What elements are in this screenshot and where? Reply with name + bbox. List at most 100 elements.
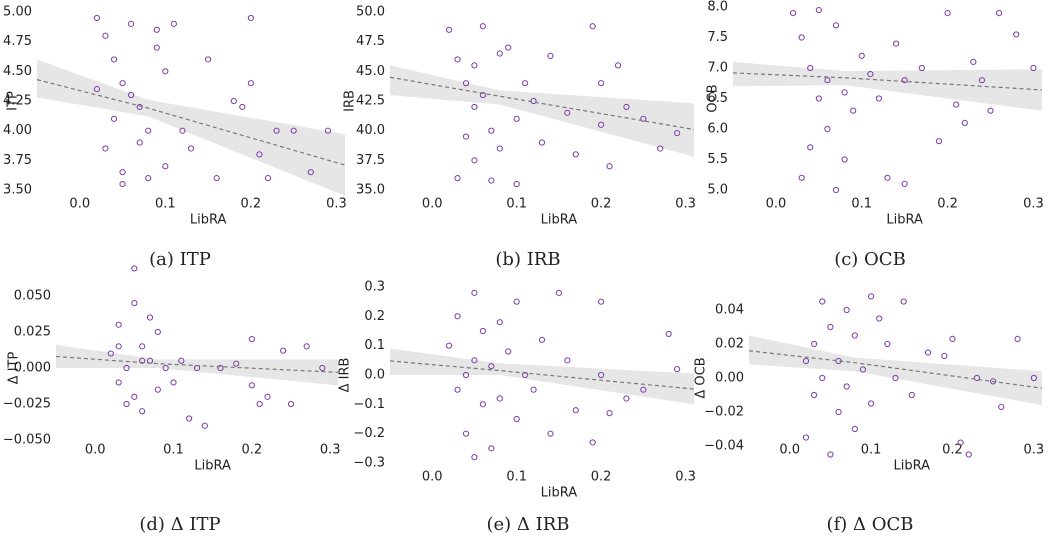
point [119, 180, 126, 188]
point [841, 89, 848, 96]
point [248, 382, 255, 389]
x-tick-label: 0.1 [506, 197, 527, 212]
point [479, 23, 486, 30]
point [136, 139, 143, 146]
point [479, 401, 486, 408]
point [798, 174, 805, 181]
point [850, 107, 857, 114]
point [598, 80, 605, 87]
point [843, 306, 850, 314]
point [867, 400, 875, 407]
x-axis-label: LibRA [194, 459, 231, 474]
point [674, 129, 681, 137]
point [145, 175, 152, 182]
point [614, 62, 622, 69]
point [256, 400, 263, 408]
x-axis-label: LibRA [541, 486, 578, 501]
y-tick-label: 37.5 [356, 153, 385, 168]
point [623, 395, 630, 402]
point [462, 80, 470, 87]
y-tick-label: −0.3 [353, 456, 385, 471]
point [123, 400, 130, 408]
x-tick-label: 0.2 [937, 197, 958, 212]
point [488, 177, 495, 184]
x-tick-label: 0.3 [326, 197, 347, 212]
point [471, 454, 478, 461]
y-tick-label: 3.75 [3, 153, 32, 168]
point [918, 64, 925, 72]
y-tick-label: 6.5 [707, 91, 728, 106]
point [970, 58, 977, 66]
point [273, 127, 280, 134]
y-tick-label: 42.5 [356, 94, 385, 109]
point [471, 357, 478, 364]
y-tick-label: 45.0 [356, 64, 385, 79]
point [892, 40, 900, 47]
y-axis-label: Δ OCB [694, 357, 709, 398]
point [107, 350, 114, 357]
confidence-band [749, 335, 1042, 406]
point [115, 343, 122, 350]
point [827, 323, 834, 331]
y-tick-label: −0.025 [3, 397, 51, 412]
point [471, 62, 478, 69]
x-tick-label: 0.0 [85, 443, 106, 458]
point [496, 395, 503, 402]
point [827, 451, 834, 458]
point [657, 145, 664, 152]
point [213, 175, 220, 182]
point [973, 374, 980, 382]
point [815, 6, 822, 14]
caption: (a) ITP [149, 249, 211, 270]
point [978, 77, 986, 84]
x-axis-label: LibRA [886, 213, 923, 228]
y-tick-label: 0.02 [715, 337, 744, 352]
point [802, 434, 810, 441]
point [832, 22, 840, 29]
point [154, 386, 161, 393]
y-tick-label: 0.000 [14, 361, 51, 376]
point [1014, 335, 1021, 342]
y-tick-label: 0.00 [715, 371, 744, 386]
x-tick-label: 0.2 [942, 443, 963, 458]
y-tick-label: 4.00 [3, 123, 32, 138]
point [115, 379, 122, 386]
point [949, 335, 956, 342]
point [247, 14, 254, 22]
point [462, 430, 470, 437]
x-tick-label: 0.3 [1024, 443, 1045, 458]
point [538, 336, 546, 343]
x-tick-label: 0.0 [779, 443, 800, 458]
point [908, 391, 915, 399]
point [496, 319, 503, 326]
trend-line [389, 360, 695, 390]
point [139, 408, 146, 415]
point [665, 330, 672, 338]
point [841, 156, 848, 163]
point [547, 52, 554, 60]
point [555, 289, 562, 296]
point [640, 386, 647, 393]
point [987, 107, 994, 114]
y-axis-label: ITP [6, 91, 21, 111]
point [162, 364, 169, 372]
point [674, 366, 681, 373]
point [598, 298, 605, 305]
point [462, 371, 470, 379]
point [564, 109, 571, 116]
point [824, 125, 831, 133]
point [547, 430, 554, 437]
point [123, 364, 130, 372]
y-tick-label: 40.0 [356, 123, 385, 138]
point [1013, 31, 1020, 38]
y-tick-label: 7.5 [707, 30, 728, 45]
x-tick-label: 0.3 [675, 197, 696, 212]
point [488, 445, 495, 452]
x-tick-label: 0.1 [506, 470, 527, 485]
point [205, 56, 212, 63]
y-tick-label: 0.2 [364, 309, 385, 324]
point [170, 20, 177, 27]
point [522, 371, 529, 379]
confidence-band [37, 59, 345, 196]
point [290, 127, 297, 134]
